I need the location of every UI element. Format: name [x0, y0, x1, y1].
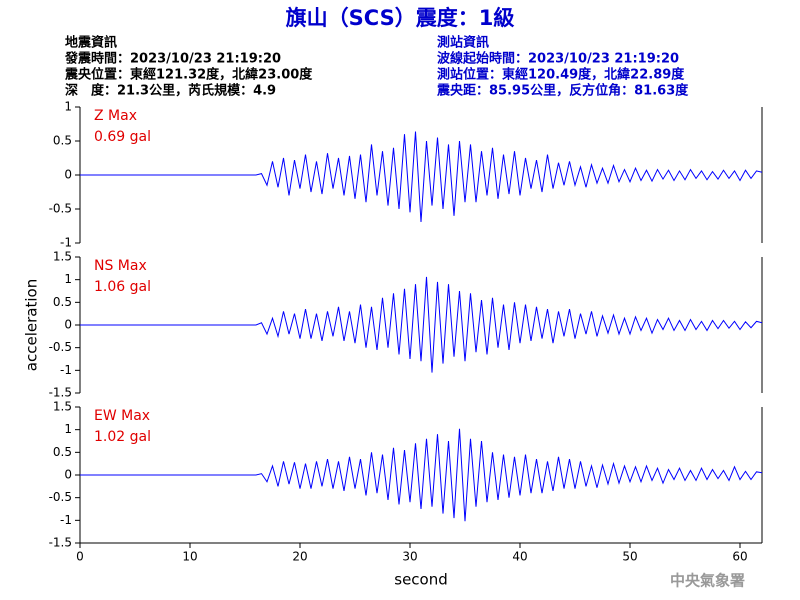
y-tick-label: 0	[64, 318, 72, 332]
info-line: 震央距：85.95公里，反方位角：81.63度	[436, 83, 689, 99]
info-line: 地震資訊	[65, 35, 117, 51]
station-info: 測站資訊 波線起始時間：2023/10/23 21:19:20 測站位置：東經1…	[436, 35, 689, 99]
x-tick-label: 10	[182, 550, 197, 564]
y-tick-label: 1	[64, 422, 72, 436]
y-tick-label: 1.5	[53, 400, 72, 414]
y-tick-label: -0.5	[49, 490, 72, 504]
y-tick-label: -1	[60, 236, 72, 250]
info-line: 波線起始時間：2023/10/23 21:19:20	[437, 51, 679, 67]
max-annotation: Z Max	[94, 108, 137, 124]
y-tick-label: 0	[64, 168, 72, 182]
x-axis-label: second	[394, 571, 448, 589]
y-tick-label: 1	[64, 100, 72, 114]
y-tick-label: 0.5	[53, 295, 72, 309]
x-tick-label: 50	[622, 550, 637, 564]
max-annotation: 1.02 gal	[94, 429, 151, 445]
y-tick-label: 1	[64, 272, 72, 286]
y-axis-label: acceleration	[23, 279, 41, 371]
y-tick-label: 0.5	[53, 445, 72, 459]
y-tick-label: -1.5	[49, 536, 72, 550]
page-title: 旗山（SCS）震度：1級	[286, 6, 515, 30]
y-tick-label: -1	[60, 363, 72, 377]
info-line: 深 度：21.3公里，芮氏規模：4.9	[65, 83, 276, 99]
x-tick-label: 60	[732, 550, 747, 564]
y-tick-label: 0.5	[53, 134, 72, 148]
y-tick-label: -0.5	[49, 340, 72, 354]
max-annotation: NS Max	[94, 258, 147, 274]
info-line: 發震時間：2023/10/23 21:19:20	[64, 51, 281, 67]
y-tick-label: 0	[64, 468, 72, 482]
waveform	[80, 276, 763, 373]
info-line: 震央位置：東經121.32度，北緯23.00度	[64, 67, 313, 83]
max-annotation: 1.06 gal	[94, 279, 151, 295]
info-line: 測站資訊	[437, 35, 489, 51]
x-tick-label: 0	[76, 550, 84, 564]
max-annotation: 0.69 gal	[94, 129, 151, 145]
info-line: 測站位置：東經120.49度，北緯22.89度	[437, 67, 685, 83]
x-tick-label: 30	[402, 550, 417, 564]
y-tick-label: -0.5	[49, 202, 72, 216]
waveform	[80, 131, 763, 222]
x-tick-label: 20	[292, 550, 307, 564]
y-tick-label: 1.5	[53, 250, 72, 264]
y-tick-label: -1.5	[49, 386, 72, 400]
y-tick-label: -1	[60, 513, 72, 527]
event-info: 地震資訊 發震時間：2023/10/23 21:19:20 震央位置：東經121…	[64, 35, 313, 99]
waveform	[80, 428, 763, 522]
max-annotation: EW Max	[94, 408, 150, 424]
x-tick-label: 40	[512, 550, 527, 564]
agency-watermark: 中央氣象署	[670, 572, 745, 590]
